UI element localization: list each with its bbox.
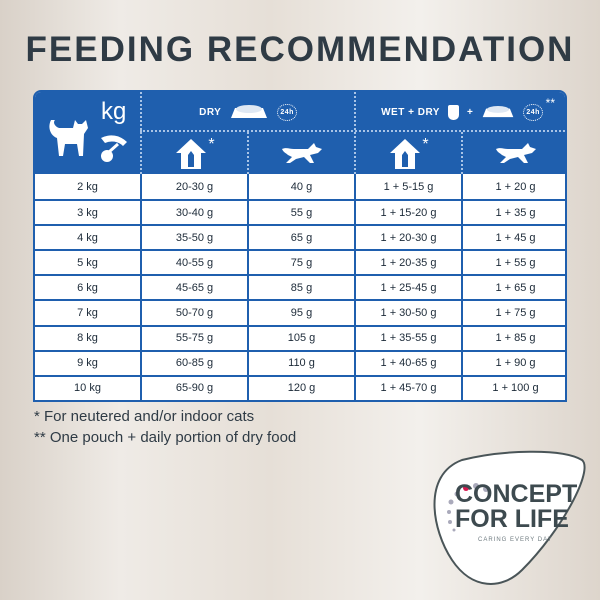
active-column-header: [463, 132, 565, 174]
portion-cell: 1 + 35 g: [461, 201, 565, 225]
portion-cell: 1 + 35-55 g: [354, 326, 461, 350]
footnote-pouch: ** One pouch + daily portion of dry food: [34, 429, 297, 446]
weight-cell: 7 kg: [77, 307, 98, 320]
running-cat-icon: [281, 143, 322, 163]
footnote-neutered: * For neutered and/or indoor cats: [34, 408, 255, 425]
portion-cell: 120 g: [247, 376, 354, 400]
portion-cell: 50-70 g: [140, 301, 247, 325]
portion-cell: 1 + 75 g: [461, 301, 565, 325]
portion-cell: 1 + 5-15 g: [354, 174, 461, 200]
portion-cell: 110 g: [247, 351, 354, 375]
indoor-column-header: *: [142, 132, 247, 174]
feeding-table: kg DRY 24h WET + DRY + 24h ** * * 2 kg 20…: [33, 90, 567, 402]
portion-cell: 1 + 90 g: [461, 351, 565, 375]
portion-cell: 45-65 g: [140, 276, 247, 300]
portion-cell: 55 g: [247, 201, 354, 225]
dry-label: DRY: [199, 106, 222, 118]
portion-cell: 1 + 85 g: [461, 326, 565, 350]
logo-line1: CONCEPT: [455, 480, 578, 508]
portion-cell: 60-85 g: [140, 351, 247, 375]
portion-cell: 1 + 20 g: [461, 174, 565, 200]
active-column-header: [249, 132, 354, 174]
clock-24h-icon: 24h: [523, 103, 543, 121]
portion-cell: 1 + 40-65 g: [354, 351, 461, 375]
portion-cell: 1 + 55 g: [461, 251, 565, 275]
portion-cell: 1 + 25-45 g: [354, 276, 461, 300]
portion-cell: 1 + 30-50 g: [354, 301, 461, 325]
portion-cell: 40 g: [247, 174, 354, 200]
portion-cell: 55-75 g: [140, 326, 247, 350]
pouch-icon: [447, 104, 459, 120]
portion-cell: 1 + 20-30 g: [354, 226, 461, 250]
weight-cell: 6 kg: [77, 281, 98, 294]
portion-cell: 75 g: [247, 251, 354, 275]
dry-food-bowl-icon: [483, 106, 514, 118]
dry-food-bowl-icon: [231, 105, 268, 118]
portion-cell: 65-90 g: [140, 376, 247, 400]
portion-cell: 40-55 g: [140, 251, 247, 275]
logo-wordmark: CONCEPT FOR LIFE: [455, 482, 577, 532]
unit-label: kg: [101, 98, 127, 125]
logo-tagline: CARING EVERY DAY: [478, 537, 553, 543]
running-cat-icon: [495, 143, 536, 163]
portion-cell: 1 + 15-20 g: [354, 201, 461, 225]
portion-cell: 105 g: [247, 326, 354, 350]
portion-cell: 1 + 100 g: [461, 376, 565, 400]
weight-cell: 10 kg: [74, 382, 101, 395]
star-marker: *: [208, 136, 215, 153]
scale-icon: [101, 135, 127, 162]
indoor-cat-house-icon: [390, 139, 421, 169]
footnotes: * For neutered and/or indoor cats ** One…: [34, 406, 296, 448]
logo-line2: FOR LIFE: [455, 505, 569, 533]
portion-cell: 1 + 45-70 g: [354, 376, 461, 400]
portion-cell: 1 + 65 g: [461, 276, 565, 300]
clock-24h-icon: 24h: [277, 103, 297, 121]
weight-cell: 3 kg: [77, 206, 98, 219]
indoor-column-header: *: [356, 132, 461, 174]
dry-group-header: DRY 24h: [142, 98, 354, 126]
portion-cell: 20-30 g: [140, 174, 247, 200]
portion-cell: 1 + 20-35 g: [354, 251, 461, 275]
weight-cell: 2 kg: [77, 180, 98, 193]
star-marker: *: [422, 136, 429, 153]
weight-cell: 5 kg: [77, 256, 98, 269]
portion-cell: 1 + 45 g: [461, 226, 565, 250]
portion-cell: 65 g: [247, 226, 354, 250]
portion-cell: 95 g: [247, 301, 354, 325]
logo-badge: [433, 450, 586, 585]
cat-icon: [49, 120, 88, 156]
portion-cell: 30-40 g: [140, 201, 247, 225]
wet-dry-label: WET + DRY: [381, 106, 440, 118]
page-title: FEEDING RECOMMENDATION: [25, 30, 575, 69]
portion-cell: 85 g: [247, 276, 354, 300]
weight-cell: 9 kg: [77, 357, 98, 370]
plus-label: +: [466, 106, 474, 118]
indoor-cat-house-icon: [176, 139, 207, 169]
portion-cell: 35-50 g: [140, 226, 247, 250]
weight-cell: 4 kg: [77, 231, 98, 244]
wet-dry-group-header: WET + DRY + 24h: [356, 98, 565, 126]
weight-cell: 8 kg: [77, 332, 98, 345]
table-header: kg DRY 24h WET + DRY + 24h ** * *: [35, 92, 565, 174]
double-star-marker: **: [545, 96, 555, 110]
